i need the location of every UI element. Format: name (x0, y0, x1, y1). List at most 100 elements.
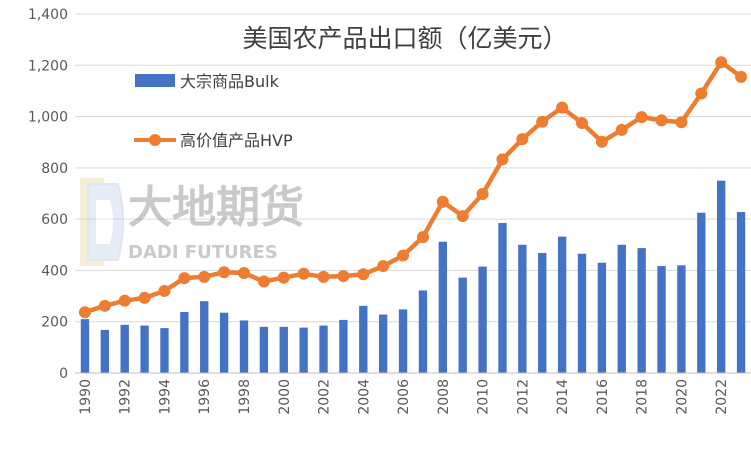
bar-bulk-2009 (458, 277, 467, 373)
point-hvp-1997 (218, 266, 231, 279)
bar-bulk-1994 (160, 328, 169, 373)
x-tick-label: 2016 (595, 379, 611, 415)
point-hvp-2015 (576, 116, 588, 129)
bar-bulk-2014 (557, 236, 567, 373)
x-tick-label: 1992 (118, 379, 134, 415)
point-hvp-2012 (516, 133, 529, 146)
bar-bulk-2004 (359, 305, 368, 373)
bar-bulk-1993 (140, 325, 149, 373)
point-hvp-1992 (118, 294, 131, 307)
x-tick-label: 2022 (714, 379, 730, 415)
line-hvp (84, 59, 743, 315)
point-hvp-2023 (735, 70, 748, 83)
legend-label-bulk: 大宗商品Bulk (180, 72, 280, 91)
point-hvp-2013 (536, 115, 549, 128)
y-tick-label: 800 (41, 161, 68, 177)
point-hvp-1999 (257, 275, 270, 288)
point-hvp-2008 (436, 195, 449, 208)
bar-bulk-2018 (637, 248, 646, 373)
bar-bulk-2006 (398, 309, 408, 373)
watermark-emblem-icon (80, 178, 124, 266)
point-hvp-2005 (377, 260, 390, 273)
point-hvp-2007 (416, 231, 429, 244)
gridlines (75, 13, 751, 323)
point-hvp-2022 (715, 56, 728, 69)
x-tick-label: 2000 (277, 379, 293, 415)
bar-bulk-1996 (200, 301, 209, 373)
point-hvp-1990 (78, 306, 91, 319)
bar-bulk-2022 (717, 180, 726, 373)
point-hvp-2017 (615, 123, 628, 136)
y-tick-label: 1,200 (28, 58, 68, 74)
bar-bulk-2020 (677, 265, 686, 373)
bar-series (80, 180, 746, 373)
point-hvp-1991 (98, 299, 111, 312)
bar-bulk-1991 (100, 329, 109, 373)
point-hvp-2011 (496, 153, 509, 166)
legend-marker-hvp (149, 134, 161, 146)
point-hvp-2001 (297, 267, 310, 280)
y-tick-label: 600 (41, 212, 68, 228)
x-tick-label: 2010 (476, 379, 492, 415)
x-tick-label: 2012 (515, 379, 531, 415)
point-hvp-1994 (158, 284, 171, 297)
chart-title: 美国农产品出口额（亿美元） (242, 24, 567, 53)
point-hvp-2020 (675, 116, 688, 129)
bar-bulk-1997 (219, 312, 229, 373)
bar-bulk-2017 (617, 244, 626, 373)
point-hvp-2002 (317, 270, 330, 283)
bar-bulk-2010 (478, 266, 487, 373)
bar-bulk-2016 (597, 262, 607, 373)
point-hvp-2000 (277, 271, 290, 284)
y-tick-label: 200 (41, 315, 68, 331)
point-hvp-1993 (138, 291, 151, 304)
bar-bulk-2019 (657, 266, 666, 373)
bar-bulk-2001 (299, 327, 308, 373)
bar-bulk-1995 (180, 311, 189, 373)
x-tick-label: 1994 (157, 379, 173, 415)
bar-bulk-2013 (538, 252, 547, 373)
line-series (78, 56, 748, 319)
watermark-subtitle: DADI FUTURES (128, 242, 278, 263)
x-tick-label: 2004 (356, 379, 372, 415)
x-tick-label: 2008 (436, 379, 452, 415)
y-tick-label: 1,000 (28, 110, 68, 126)
bar-bulk-2011 (498, 222, 507, 373)
point-hvp-2004 (357, 268, 370, 281)
point-hvp-2018 (635, 111, 648, 124)
legend-item-bulk: 大宗商品Bulk (135, 72, 280, 91)
x-tick-label: 1996 (197, 379, 213, 415)
bar-bulk-2008 (438, 241, 447, 373)
bar-bulk-2003 (339, 319, 348, 373)
bar-bulk-1998 (239, 320, 249, 373)
point-hvp-2009 (456, 210, 469, 223)
legend-item-hvp: 高价值产品HVP (134, 131, 293, 150)
point-hvp-1996 (198, 270, 211, 283)
legend-label-hvp: 高价值产品HVP (180, 131, 293, 150)
bar-bulk-2007 (418, 290, 428, 373)
watermark-logo: 大地期货 DADI FUTURES (80, 178, 304, 266)
bar-bulk-2012 (518, 244, 527, 373)
y-tick-label: 0 (59, 366, 68, 382)
point-hvp-1998 (238, 266, 250, 279)
point-hvp-2019 (655, 114, 668, 127)
bar-bulk-1992 (120, 324, 129, 373)
watermark-title: 大地期货 (128, 182, 304, 233)
point-hvp-2010 (476, 188, 489, 201)
point-hvp-2003 (337, 270, 350, 283)
bar-bulk-2000 (279, 326, 288, 373)
bar-bulk-2005 (379, 314, 388, 373)
bar-bulk-1990 (80, 319, 90, 373)
bar-bulk-2002 (319, 325, 328, 373)
point-hvp-2014 (556, 101, 569, 114)
x-tick-label: 1998 (237, 379, 253, 415)
legend: 大宗商品Bulk 高价值产品HVP (134, 72, 293, 150)
bar-bulk-2023 (736, 211, 746, 373)
bar-bulk-2015 (577, 253, 587, 373)
x-tick-label: 1990 (78, 379, 94, 415)
y-tick-label: 1,400 (28, 7, 68, 23)
point-hvp-2006 (397, 249, 410, 262)
bar-bulk-2021 (697, 212, 706, 373)
